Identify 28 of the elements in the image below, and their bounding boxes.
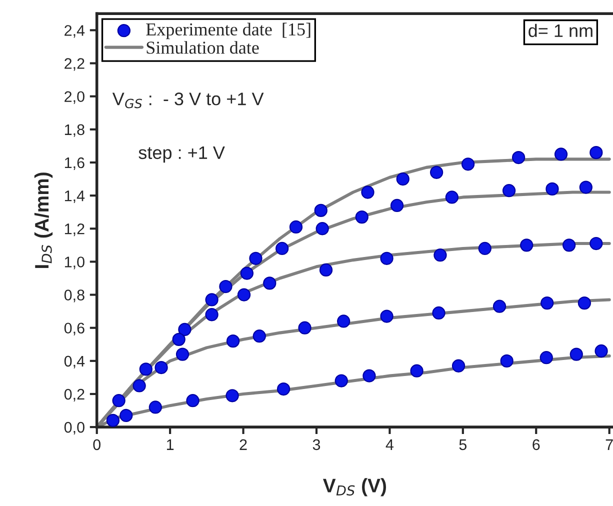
y-tick-label: 2,2 bbox=[64, 58, 84, 71]
x-tick-label: 2 bbox=[240, 439, 247, 450]
y-tick-label: 1,6 bbox=[64, 157, 84, 170]
y-tick-label: 0,6 bbox=[64, 322, 84, 336]
y-tick-label: 1,4 bbox=[64, 190, 85, 204]
y-tick-label: 1,8 bbox=[64, 124, 84, 137]
annotation: V$_{GS}$ : - 3 V to +1 V bbox=[112, 92, 264, 108]
y-tick-label: 0,2 bbox=[64, 388, 84, 402]
x-tick-label: 6 bbox=[532, 439, 540, 450]
y-tick-label: 1,0 bbox=[64, 256, 84, 270]
legend-label: Experimente date [15] bbox=[146, 22, 310, 40]
y-tick-label: 0,8 bbox=[64, 290, 84, 302]
x-tick-label: 1 bbox=[166, 439, 174, 450]
x-tick-label: 0 bbox=[93, 439, 101, 450]
y-tick-label: 1,2 bbox=[64, 224, 84, 236]
x-tick-label: 5 bbox=[459, 439, 467, 450]
x-tick-label: 7 bbox=[606, 439, 613, 450]
x-tick-label: 3 bbox=[312, 439, 320, 450]
x-tick-label: 4 bbox=[386, 439, 394, 450]
y-tick-label: 0,0 bbox=[64, 422, 84, 435]
annotation: d= 1 nm bbox=[528, 24, 592, 38]
y-tick-label: 0,4 bbox=[64, 356, 85, 368]
y-tick-label: 2,0 bbox=[64, 91, 84, 104]
y-tick-label: 2,4 bbox=[64, 25, 85, 38]
annotation: step : +1 V bbox=[138, 146, 225, 163]
legend-label: Simulation date bbox=[146, 41, 259, 54]
y-axis-title: I$_{DS}$ (A/mm) bbox=[34, 172, 53, 268]
x-axis-title: V$_{DS}$ (V) bbox=[322, 478, 386, 496]
